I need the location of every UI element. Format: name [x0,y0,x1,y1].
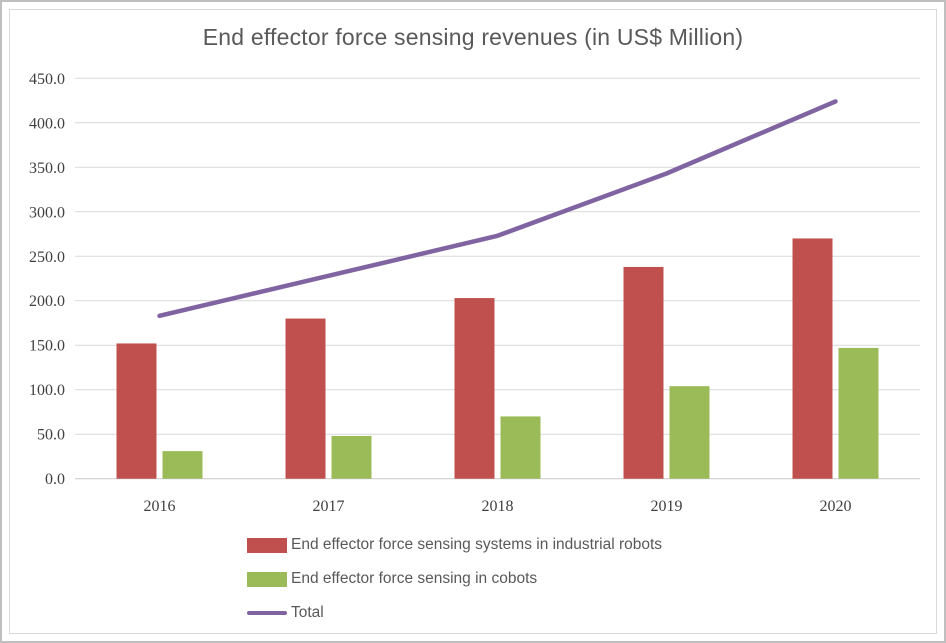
x-axis-tick-label: 2019 [651,498,683,515]
legend-item-total: Total [247,602,662,624]
bar-industrial-robots-2019 [623,266,664,479]
legend-swatch-line [247,611,287,615]
bar-industrial-robots-2018 [454,298,495,479]
legend-label: Total [291,604,324,621]
bar-industrial-robots-2016 [116,343,157,479]
bar-cobots-2020 [838,347,879,479]
total-line [157,99,838,319]
bar-cobots-2018 [500,416,541,479]
y-axis-tick-label: 400.0 [29,115,65,132]
legend-item-cobots: End effector force sensing in cobots [247,568,662,590]
legend-label: End effector force sensing in cobots [291,570,538,587]
y-axis-tick-label: 200.0 [29,293,65,310]
bar-cobots-2017 [331,435,372,479]
legend-swatch-red [247,537,287,553]
y-axis-tick-label: 450.0 [29,71,65,88]
y-axis-tick-label: 0.0 [45,471,65,488]
legend-label: End effector force sensing systems in in… [291,536,663,553]
bar-industrial-robots-2020 [792,238,833,479]
bar-industrial-robots-2017 [285,318,326,479]
y-axis-tick-label: 250.0 [29,249,65,266]
x-axis-tick-label: 2016 [144,498,176,515]
x-axis-tick-label: 2018 [482,498,514,515]
y-axis-tick-label: 100.0 [29,382,65,399]
x-axis-tick-label: 2017 [313,498,345,515]
y-axis-tick-label: 350.0 [29,160,65,177]
chart-legend: End effector force sensing systems in in… [247,534,662,636]
legend-item-industrial-robots: End effector force sensing systems in in… [247,534,662,556]
bar-cobots-2016 [162,451,203,479]
chart-title: End effector force sensing revenues (in … [202,24,744,50]
x-axis-tick-label: 2020 [820,498,852,515]
y-axis-tick-label: 50.0 [37,427,65,444]
legend-swatch-green [247,571,287,587]
y-axis-tick-label: 300.0 [29,204,65,221]
bar-cobots-2019 [669,386,710,479]
y-axis-tick-label: 150.0 [29,338,65,355]
